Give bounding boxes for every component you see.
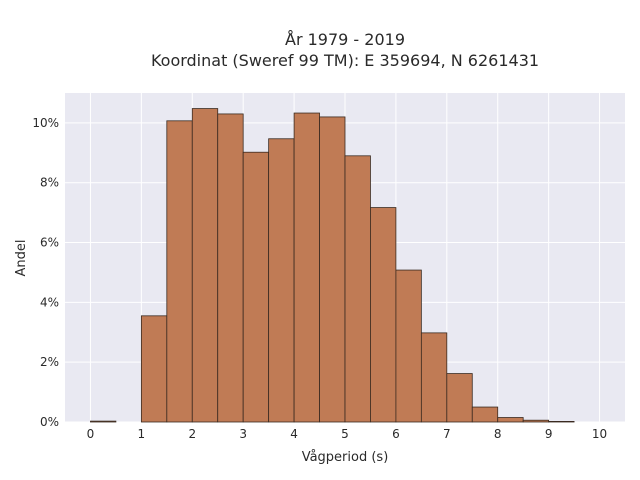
x-tick-label: 2 — [188, 427, 196, 441]
chart-subtitle: Koordinat (Sweref 99 TM): E 359694, N 62… — [151, 51, 539, 70]
x-tick-label: 4 — [290, 427, 298, 441]
histogram-bar — [446, 373, 473, 423]
histogram-bar — [242, 151, 270, 423]
histogram-bar — [166, 120, 193, 423]
histogram-bar — [191, 108, 219, 423]
x-tick-label: 7 — [443, 427, 451, 441]
x-tick-label: 6 — [392, 427, 400, 441]
histogram-bar — [395, 269, 422, 423]
x-tick-label: 3 — [239, 427, 247, 441]
histogram-bar — [90, 420, 117, 423]
y-tick-label: 2% — [40, 355, 59, 369]
x-tick-label: 10 — [592, 427, 607, 441]
x-tick-label: 5 — [341, 427, 349, 441]
x-axis-title: Vågperiod (s) — [302, 450, 389, 465]
histogram-bar — [420, 332, 448, 423]
histogram-bar — [471, 406, 499, 423]
histogram-bar — [522, 419, 550, 423]
histogram-bar — [268, 138, 295, 423]
x-tick-label: 0 — [87, 427, 95, 441]
y-tick-label: 0% — [40, 415, 59, 429]
histogram-bar — [319, 116, 346, 423]
y-tick-label: 10% — [32, 116, 59, 130]
x-tick-label: 9 — [545, 427, 553, 441]
y-tick-labels: 0% 2% 4% 6% 8% 10% — [32, 116, 59, 429]
chart-title: År 1979 - 2019 — [285, 30, 405, 49]
histogram-bar — [140, 315, 168, 423]
histogram-bar — [344, 155, 371, 423]
y-tick-label: 8% — [40, 176, 59, 190]
histogram-bar — [217, 113, 244, 423]
histogram-bar — [497, 417, 524, 423]
histogram-bar — [548, 421, 575, 423]
histogram-bar — [370, 207, 397, 423]
y-axis-title: Andel — [14, 240, 29, 277]
x-tick-labels: 0 1 2 3 4 5 6 7 8 9 10 — [87, 427, 608, 441]
x-tick-label: 8 — [494, 427, 502, 441]
x-tick-label: 1 — [138, 427, 146, 441]
histogram-bar — [293, 112, 320, 423]
y-tick-label: 4% — [40, 295, 59, 309]
y-tick-label: 6% — [40, 236, 59, 250]
bars — [90, 108, 575, 423]
